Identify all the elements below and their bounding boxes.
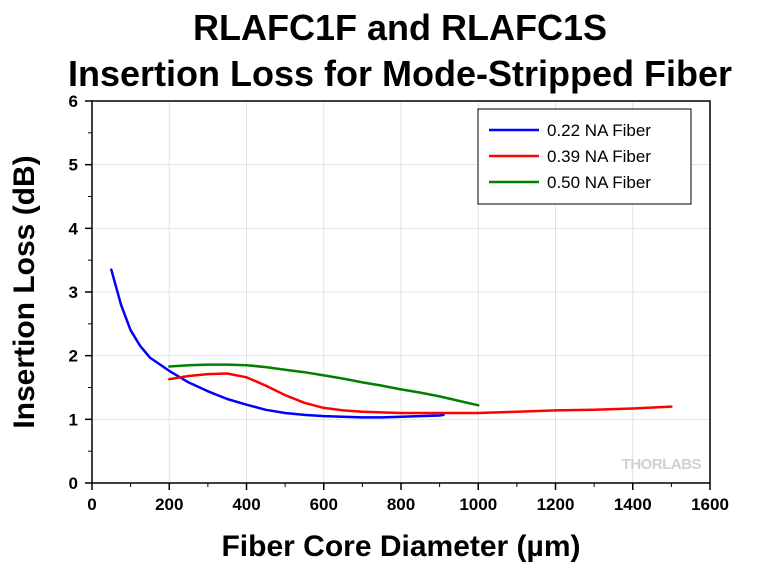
x-tick-label: 600 — [310, 495, 338, 514]
x-tick-label: 800 — [387, 495, 415, 514]
legend-label: 0.39 NA Fiber — [547, 147, 651, 166]
chart-subtitle: Insertion Loss for Mode-Stripped Fiber — [68, 53, 732, 94]
tick-labels: 0 200 400 600 800 1000 1200 1400 1600 0 1 2 3 4 5 6 — [69, 92, 729, 514]
legend-label: 0.22 NA Fiber — [547, 121, 651, 140]
series-line-1 — [168, 372, 673, 415]
y-tick-label: 4 — [69, 219, 79, 238]
x-tick-label: 1200 — [537, 495, 575, 514]
ticks — [85, 100, 711, 490]
x-tick-label: 1000 — [459, 495, 497, 514]
y-tick-label: 5 — [69, 156, 78, 175]
series-line-0 — [110, 268, 445, 419]
x-axis-label: Fiber Core Diameter (µm) — [221, 530, 580, 563]
thorlabs-watermark: THORLABS — [622, 456, 702, 473]
y-tick-label: 2 — [69, 347, 78, 366]
y-tick-label: 3 — [69, 283, 78, 302]
y-tick-label: 1 — [69, 410, 78, 429]
y-tick-label: 0 — [69, 474, 78, 493]
series-lines — [110, 268, 673, 419]
series-line-2 — [168, 363, 480, 407]
x-tick-label: 200 — [155, 495, 183, 514]
y-tick-label: 6 — [69, 92, 78, 111]
chart-title: RLAFC1F and RLAFC1S — [193, 7, 607, 48]
x-tick-label: 1400 — [614, 495, 652, 514]
x-tick-label: 400 — [232, 495, 260, 514]
x-tick-label: 1600 — [691, 495, 729, 514]
legend-label: 0.50 NA Fiber — [547, 173, 651, 192]
y-axis-label: Insertion Loss (dB) — [8, 155, 41, 428]
legend: 0.22 NA Fiber 0.39 NA Fiber 0.50 NA Fiber — [477, 108, 692, 205]
x-tick-label: 0 — [87, 495, 96, 514]
